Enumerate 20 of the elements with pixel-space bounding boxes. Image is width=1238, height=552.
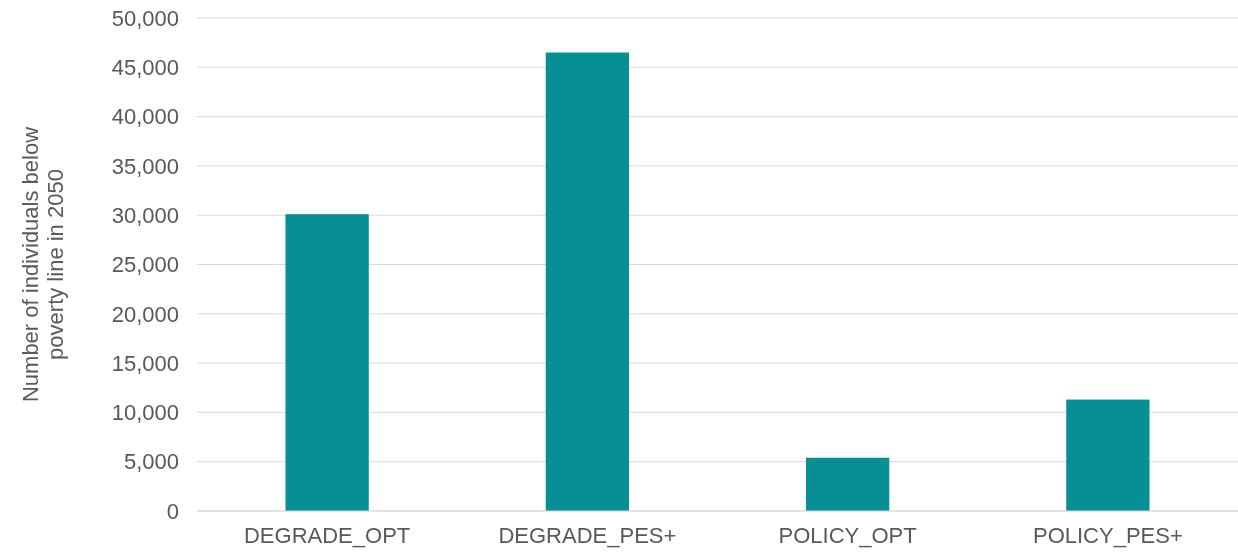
bar <box>545 52 630 511</box>
y-tick-label: 15,000 <box>111 350 179 376</box>
y-tick-label: 0 <box>166 498 179 524</box>
y-tick-label: 10,000 <box>111 400 179 426</box>
y-tick-label: 25,000 <box>111 252 179 278</box>
y-tick-label: 30,000 <box>111 202 179 228</box>
x-tick-label: DEGRADE_PES+ <box>498 523 677 548</box>
x-tick-label: DEGRADE_OPT <box>243 523 411 548</box>
bar <box>805 457 890 511</box>
y-tick-label: 40,000 <box>111 104 179 130</box>
y-axis-title: Number of individuals below poverty line in 2050 <box>18 126 69 403</box>
y-tick-label: 50,000 <box>111 5 179 31</box>
y-tick-label: 35,000 <box>111 153 179 179</box>
y-tick-label: 5,000 <box>123 449 179 475</box>
x-tick-label: POLICY_PES+ <box>1032 523 1183 548</box>
bar <box>1066 399 1150 511</box>
x-tick-label: POLICY_OPT <box>778 523 917 548</box>
y-tick-label: 45,000 <box>111 55 179 80</box>
bar <box>285 214 369 511</box>
y-tick-label: 20,000 <box>111 301 179 327</box>
